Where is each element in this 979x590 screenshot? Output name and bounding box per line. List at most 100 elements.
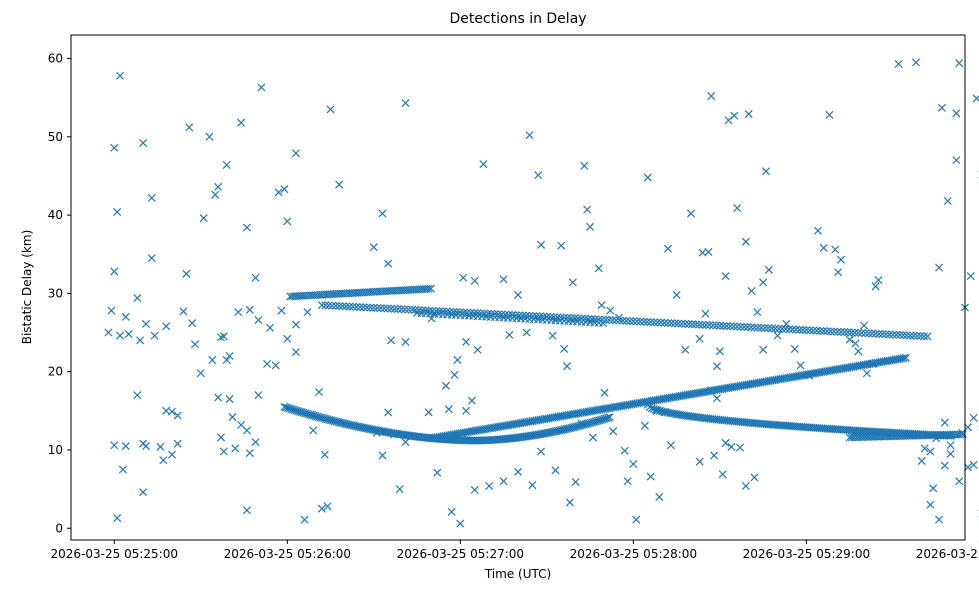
- data-point-1098: [721, 438, 730, 447]
- data-point-1057: [623, 477, 632, 486]
- data-point-67: [335, 301, 344, 311]
- data-point-1002: [427, 314, 436, 323]
- data-point-1028: [525, 131, 534, 140]
- data-point-1126: [955, 59, 964, 68]
- data-point-979: [283, 334, 292, 343]
- data-point-932: [133, 391, 142, 400]
- data-point-982: [303, 308, 312, 317]
- data-point-1000: [401, 337, 410, 346]
- data-point-1041: [606, 306, 615, 315]
- data-point-996: [369, 243, 378, 252]
- data-point-1056: [620, 446, 629, 455]
- data-point-1123: [943, 196, 952, 206]
- data-point-1005: [389, 430, 399, 439]
- data-point-62: [317, 301, 326, 310]
- data-point-990: [314, 387, 324, 397]
- data-point-172: [698, 320, 707, 329]
- data-point-910: [139, 139, 148, 148]
- data-point-1147: [932, 434, 941, 443]
- data-point-211: [833, 327, 842, 336]
- data-point-951: [222, 160, 231, 169]
- data-point-920: [141, 319, 151, 328]
- data-point-212: [836, 327, 846, 336]
- data-point-79: [376, 304, 385, 313]
- data-point-960: [222, 355, 231, 364]
- data-point-1118: [860, 321, 869, 330]
- data-point-177: [715, 321, 724, 330]
- data-point-1088: [759, 278, 768, 287]
- data-point-971: [225, 395, 234, 404]
- data-point-1093: [736, 443, 745, 452]
- data-point-88: [407, 305, 416, 314]
- data-point-1096: [707, 386, 716, 395]
- x-tick-label: 2026-03-25 05:27:00: [397, 547, 524, 561]
- data-point-157: [646, 318, 655, 327]
- data-point-71: [349, 302, 358, 311]
- data-point-73: [355, 303, 364, 312]
- data-point-173: [702, 320, 711, 330]
- data-point-1152: [946, 449, 955, 458]
- y-tick-label: 20: [48, 365, 63, 379]
- data-point-189: [757, 323, 766, 332]
- data-point-159: [653, 318, 662, 327]
- data-point-705: [899, 354, 908, 363]
- data-point-102: [456, 308, 465, 317]
- data-point-1006: [378, 451, 387, 460]
- data-point-1017: [473, 345, 482, 354]
- data-point-1066: [643, 173, 652, 182]
- x-tick-label: 2026-03-25 05:30:00: [916, 547, 979, 561]
- data-point-227: [888, 330, 897, 339]
- data-point-985: [274, 188, 283, 197]
- data-point-934: [167, 407, 176, 416]
- data-point-237: [923, 332, 932, 341]
- data-point-214: [843, 328, 852, 337]
- data-point-1055: [609, 427, 618, 436]
- data-point-1083: [741, 237, 750, 246]
- data-point-1011: [433, 468, 442, 477]
- data-point-235: [916, 332, 925, 341]
- data-point-991: [317, 504, 326, 513]
- data-point-1059: [632, 515, 641, 524]
- data-point-1109: [834, 268, 843, 277]
- data-point-204: [809, 326, 818, 335]
- x-tick-label: 2026-03-25 05:29:00: [743, 547, 870, 561]
- data-point-1030: [537, 240, 546, 249]
- y-tick-label: 60: [48, 51, 63, 65]
- data-point-1047: [528, 481, 537, 490]
- data-point-911: [147, 193, 156, 202]
- data-point-924: [162, 322, 171, 331]
- data-point-1039: [594, 264, 603, 273]
- data-point-1091: [718, 470, 727, 479]
- data-point-1120: [911, 58, 920, 67]
- data-point-1129: [972, 94, 979, 103]
- data-point-146: [608, 316, 617, 325]
- data-point-202: [802, 326, 811, 335]
- data-point-66: [331, 301, 340, 310]
- data-point-938: [156, 442, 165, 451]
- data-point-1063: [646, 472, 655, 481]
- data-point-170: [691, 320, 700, 329]
- data-point-229: [895, 330, 904, 340]
- x-axis-ticks: 2026-03-25 05:25:00 2026-03-25 05:26:00 20…: [51, 540, 979, 561]
- data-point-1010: [424, 408, 433, 417]
- data-point-222: [871, 329, 880, 338]
- data-point-1099: [759, 345, 768, 354]
- data-point-937: [159, 456, 168, 465]
- data-point-964: [263, 359, 272, 368]
- data-point-969: [242, 506, 251, 515]
- data-point-1054: [600, 388, 609, 397]
- data-point-980: [291, 348, 300, 357]
- data-point-1021: [459, 273, 468, 282]
- data-point-948: [214, 182, 223, 191]
- data-point-1045: [499, 477, 508, 486]
- data-point-233: [909, 331, 918, 340]
- y-tick-label: 30: [48, 286, 63, 300]
- data-point-156: [643, 317, 652, 326]
- data-point-928: [141, 442, 151, 451]
- data-point-1026: [513, 290, 523, 299]
- data-point-957: [216, 333, 225, 342]
- data-point-1097: [712, 394, 722, 403]
- data-point-945: [208, 355, 217, 364]
- data-point-929: [118, 465, 127, 474]
- data-point-216: [850, 328, 859, 337]
